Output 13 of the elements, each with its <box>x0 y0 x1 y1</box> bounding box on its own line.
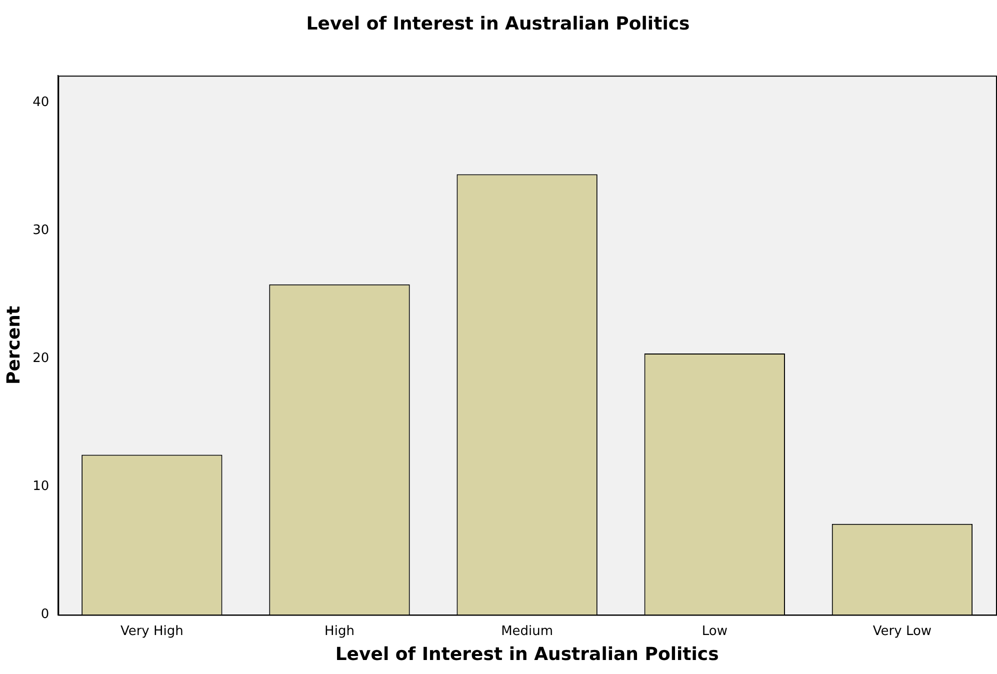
y-axis-title: Percent <box>3 306 24 384</box>
y-tick-label: 20 <box>32 351 50 366</box>
y-tick-label: 10 <box>32 479 50 494</box>
x-tick-label: Low <box>702 624 728 639</box>
x-tick-label: High <box>324 624 354 639</box>
y-tick-label: 0 <box>40 607 50 622</box>
x-axis-title: Level of Interest in Australian Politics <box>335 644 719 665</box>
x-tick-label: Very High <box>120 624 184 639</box>
y-tick-label: 30 <box>32 222 50 238</box>
x-tick-label: Medium <box>501 624 554 639</box>
y-tick-label: 40 <box>32 94 50 110</box>
x-tick-label: Very Low <box>872 624 932 639</box>
chart-title: Level of Interest in Australian Politics <box>306 13 690 34</box>
